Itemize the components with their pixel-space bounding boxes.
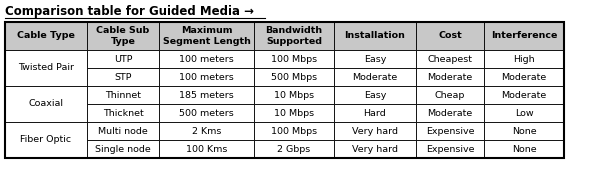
Bar bbox=[5, 22, 564, 158]
Bar bbox=[334, 86, 416, 104]
Bar bbox=[484, 86, 564, 104]
Text: Cable Type: Cable Type bbox=[17, 31, 75, 41]
Bar bbox=[159, 86, 254, 104]
Bar bbox=[484, 22, 564, 50]
Bar bbox=[254, 50, 334, 68]
Bar bbox=[254, 68, 334, 86]
Text: Moderate: Moderate bbox=[427, 109, 473, 117]
Bar bbox=[5, 50, 87, 86]
Text: 10 Mbps: 10 Mbps bbox=[274, 109, 314, 117]
Text: Thicknet: Thicknet bbox=[103, 109, 144, 117]
Text: 10 Mbps: 10 Mbps bbox=[274, 90, 314, 100]
Bar bbox=[87, 104, 159, 122]
Text: Multi node: Multi node bbox=[98, 127, 148, 135]
Text: Twisted Pair: Twisted Pair bbox=[18, 63, 74, 73]
Text: 100 Kms: 100 Kms bbox=[186, 144, 227, 154]
Bar bbox=[159, 68, 254, 86]
Bar bbox=[159, 22, 254, 50]
Bar bbox=[254, 22, 334, 50]
Text: Cheapest: Cheapest bbox=[427, 55, 473, 63]
Text: Bandwidth
Supported: Bandwidth Supported bbox=[265, 26, 322, 46]
Text: Moderate: Moderate bbox=[352, 73, 398, 82]
Text: Maximum
Segment Length: Maximum Segment Length bbox=[163, 26, 251, 46]
Text: 100 Mbps: 100 Mbps bbox=[271, 55, 317, 63]
Bar bbox=[334, 50, 416, 68]
Bar bbox=[416, 22, 484, 50]
Bar bbox=[87, 22, 159, 50]
Bar bbox=[87, 68, 159, 86]
Bar bbox=[416, 86, 484, 104]
Text: Single node: Single node bbox=[95, 144, 151, 154]
Bar bbox=[416, 68, 484, 86]
Bar bbox=[416, 140, 484, 158]
Text: High: High bbox=[513, 55, 535, 63]
Bar bbox=[87, 86, 159, 104]
Bar bbox=[159, 50, 254, 68]
Text: Coaxial: Coaxial bbox=[28, 100, 63, 109]
Text: UTP: UTP bbox=[114, 55, 132, 63]
Text: 100 Mbps: 100 Mbps bbox=[271, 127, 317, 135]
Bar bbox=[416, 50, 484, 68]
Text: Cable Sub
Type: Cable Sub Type bbox=[96, 26, 150, 46]
Text: Thinnet: Thinnet bbox=[105, 90, 141, 100]
Bar bbox=[254, 140, 334, 158]
Text: Easy: Easy bbox=[364, 90, 386, 100]
Text: Cost: Cost bbox=[438, 31, 462, 41]
Text: 185 meters: 185 meters bbox=[179, 90, 234, 100]
Text: None: None bbox=[511, 144, 536, 154]
Text: None: None bbox=[511, 127, 536, 135]
Bar bbox=[159, 122, 254, 140]
Bar bbox=[5, 122, 87, 158]
Bar bbox=[159, 104, 254, 122]
Bar bbox=[87, 50, 159, 68]
Text: STP: STP bbox=[114, 73, 132, 82]
Text: Low: Low bbox=[515, 109, 534, 117]
Text: Expensive: Expensive bbox=[426, 144, 474, 154]
Bar bbox=[5, 22, 87, 50]
Bar bbox=[254, 104, 334, 122]
Text: 2 Kms: 2 Kms bbox=[192, 127, 221, 135]
Bar bbox=[87, 140, 159, 158]
Bar bbox=[484, 104, 564, 122]
Text: 100 meters: 100 meters bbox=[179, 73, 234, 82]
Text: Expensive: Expensive bbox=[426, 127, 474, 135]
Text: Very hard: Very hard bbox=[352, 144, 398, 154]
Text: Interference: Interference bbox=[491, 31, 557, 41]
Bar bbox=[87, 122, 159, 140]
Text: 100 meters: 100 meters bbox=[179, 55, 234, 63]
Text: Easy: Easy bbox=[364, 55, 386, 63]
Text: Very hard: Very hard bbox=[352, 127, 398, 135]
Text: Cheap: Cheap bbox=[435, 90, 465, 100]
Text: Fiber Optic: Fiber Optic bbox=[20, 135, 72, 144]
Text: Moderate: Moderate bbox=[502, 90, 546, 100]
Bar bbox=[484, 50, 564, 68]
Bar bbox=[334, 122, 416, 140]
Bar bbox=[484, 140, 564, 158]
Bar bbox=[254, 86, 334, 104]
Bar bbox=[334, 140, 416, 158]
Bar bbox=[484, 122, 564, 140]
Bar bbox=[334, 22, 416, 50]
Text: Hard: Hard bbox=[363, 109, 386, 117]
Bar bbox=[334, 104, 416, 122]
Bar bbox=[484, 68, 564, 86]
Text: Moderate: Moderate bbox=[502, 73, 546, 82]
Text: 2 Gbps: 2 Gbps bbox=[278, 144, 311, 154]
Bar bbox=[5, 86, 87, 122]
Bar bbox=[334, 68, 416, 86]
Text: Moderate: Moderate bbox=[427, 73, 473, 82]
Bar bbox=[159, 140, 254, 158]
Bar bbox=[416, 104, 484, 122]
Bar bbox=[254, 122, 334, 140]
Text: 500 Mbps: 500 Mbps bbox=[271, 73, 317, 82]
Text: Comparison table for Guided Media →: Comparison table for Guided Media → bbox=[5, 5, 254, 18]
Text: 500 meters: 500 meters bbox=[179, 109, 234, 117]
Bar bbox=[416, 122, 484, 140]
Text: Installation: Installation bbox=[344, 31, 405, 41]
